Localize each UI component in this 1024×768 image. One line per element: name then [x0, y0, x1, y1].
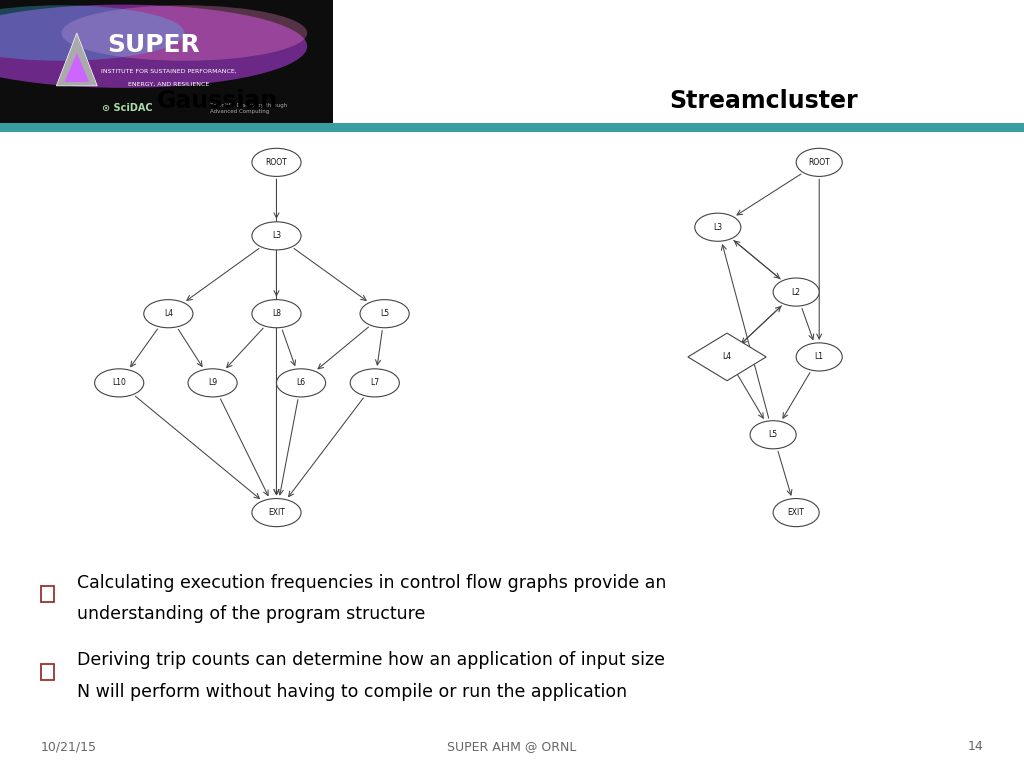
Ellipse shape	[750, 421, 797, 449]
Text: L9: L9	[208, 379, 217, 387]
Ellipse shape	[0, 5, 307, 88]
Text: L4: L4	[723, 353, 731, 362]
Text: Gaussian: Gaussian	[157, 89, 279, 113]
Bar	[0, 123, 1024, 132]
Ellipse shape	[94, 369, 143, 397]
Ellipse shape	[797, 148, 842, 177]
Text: L3: L3	[714, 223, 722, 232]
Text: SUPER AHM @ ORNL: SUPER AHM @ ORNL	[447, 740, 577, 753]
Ellipse shape	[252, 300, 301, 328]
Polygon shape	[688, 333, 766, 381]
Text: L4: L4	[164, 310, 173, 318]
Text: INSTITUTE FOR SUSTAINED PERFORMANCE,: INSTITUTE FOR SUSTAINED PERFORMANCE,	[101, 69, 237, 74]
Text: L10: L10	[113, 379, 126, 387]
Ellipse shape	[188, 369, 238, 397]
Text: 10/21/15: 10/21/15	[41, 740, 97, 753]
Text: Scientific Discovery through
Advanced Computing: Scientific Discovery through Advanced Co…	[210, 102, 287, 114]
Ellipse shape	[773, 278, 819, 306]
Text: ENERGY, AND RESILIENCE: ENERGY, AND RESILIENCE	[128, 82, 210, 87]
Text: L2: L2	[792, 287, 801, 296]
Polygon shape	[56, 33, 97, 86]
Text: L5: L5	[380, 310, 389, 318]
Text: EXIT: EXIT	[268, 508, 285, 517]
Text: L8: L8	[272, 310, 281, 318]
Ellipse shape	[252, 148, 301, 177]
Ellipse shape	[797, 343, 842, 371]
Text: Streamcluster: Streamcluster	[670, 89, 858, 113]
Text: L1: L1	[815, 353, 823, 362]
Ellipse shape	[252, 222, 301, 250]
Ellipse shape	[0, 5, 184, 61]
Text: ROOT: ROOT	[265, 158, 288, 167]
Text: L7: L7	[371, 379, 379, 387]
Ellipse shape	[773, 498, 819, 527]
Text: Deriving trip counts can determine how an application of input size: Deriving trip counts can determine how a…	[77, 651, 665, 669]
Text: L6: L6	[297, 379, 305, 387]
Bar	[0, 0, 333, 123]
Text: ⊙ SciDAC: ⊙ SciDAC	[102, 104, 153, 114]
Text: 14: 14	[968, 740, 983, 753]
Ellipse shape	[143, 300, 193, 328]
Text: Calculating execution frequencies in control flow graphs provide an: Calculating execution frequencies in con…	[77, 574, 667, 591]
Ellipse shape	[695, 214, 741, 241]
Text: L5: L5	[769, 430, 777, 439]
Text: Control Flow Graphs for Various
Rodinia Kernel Functions: Control Flow Graphs for Various Rodinia …	[429, 25, 912, 94]
Text: N will perform without having to compile or run the application: N will perform without having to compile…	[77, 683, 627, 700]
Text: ROOT: ROOT	[808, 158, 830, 167]
Polygon shape	[65, 53, 89, 82]
Ellipse shape	[276, 369, 326, 397]
Text: L3: L3	[272, 231, 281, 240]
Ellipse shape	[252, 498, 301, 527]
Text: SUPER: SUPER	[108, 33, 201, 57]
Ellipse shape	[61, 5, 307, 61]
Ellipse shape	[350, 369, 399, 397]
Text: understanding of the program structure: understanding of the program structure	[77, 605, 425, 623]
Text: EXIT: EXIT	[787, 508, 805, 517]
Ellipse shape	[360, 300, 410, 328]
